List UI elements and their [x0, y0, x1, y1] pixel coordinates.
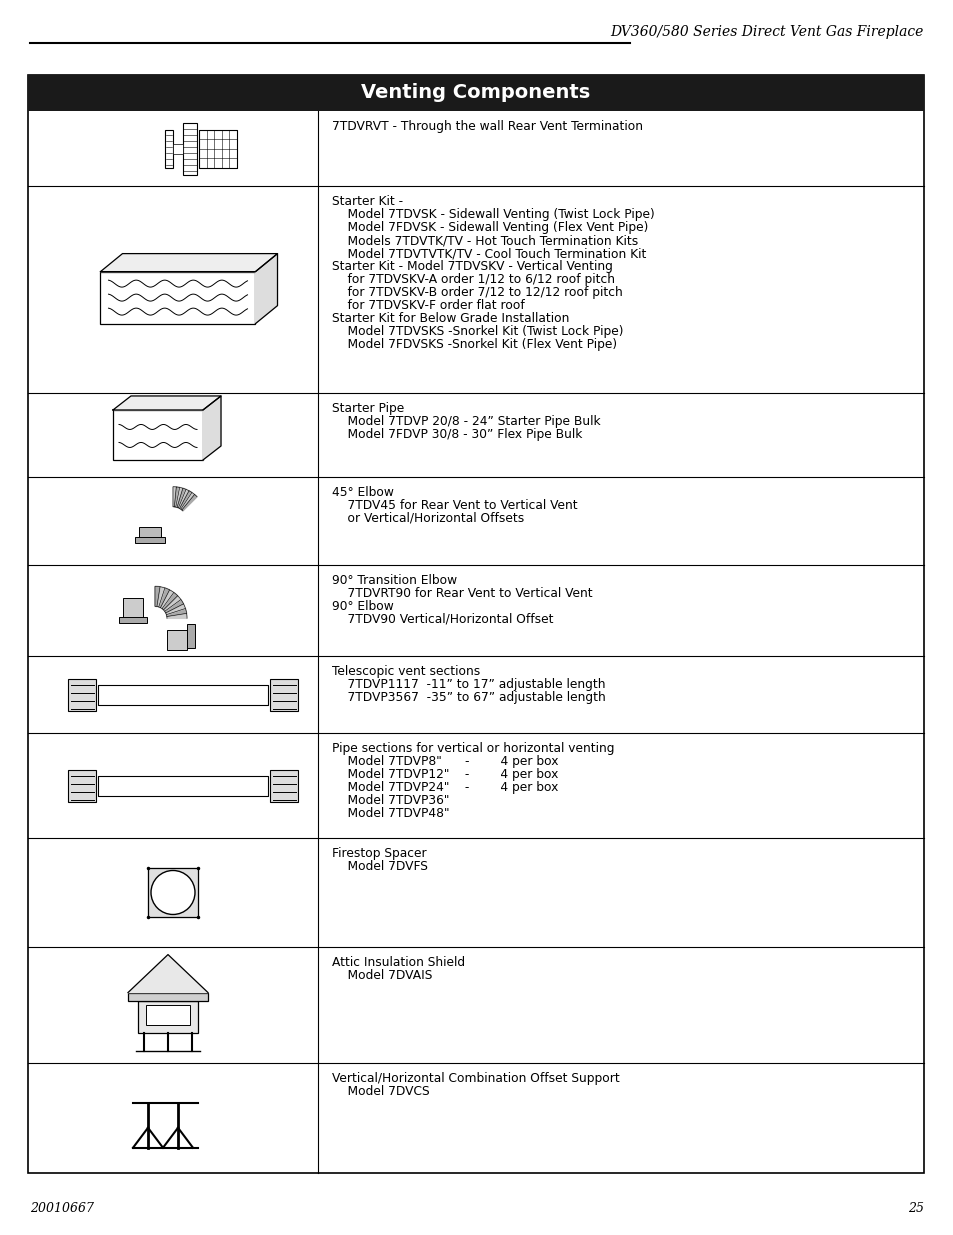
- Bar: [100, 272, 255, 324]
- Text: Attic Insulation Shield: Attic Insulation Shield: [332, 956, 465, 968]
- Text: Model 7DVAIS: Model 7DVAIS: [332, 968, 432, 982]
- Text: 7TDVRT90 for Rear Vent to Vertical Vent: 7TDVRT90 for Rear Vent to Vertical Vent: [332, 587, 592, 600]
- Polygon shape: [174, 487, 179, 508]
- Text: or Vertical/Horizontal Offsets: or Vertical/Horizontal Offsets: [332, 511, 524, 525]
- Polygon shape: [156, 587, 165, 606]
- Text: 45° Elbow: 45° Elbow: [332, 485, 394, 499]
- Text: 90° Elbow: 90° Elbow: [332, 600, 394, 613]
- Bar: [183, 122, 196, 174]
- Circle shape: [151, 871, 194, 914]
- Polygon shape: [255, 253, 277, 324]
- Polygon shape: [162, 593, 177, 610]
- Bar: [270, 678, 297, 710]
- Text: Telescopic vent sections: Telescopic vent sections: [332, 664, 479, 678]
- Polygon shape: [112, 396, 221, 410]
- Text: Model 7DVFS: Model 7DVFS: [332, 861, 428, 873]
- Text: 7TDV90 Vertical/Horizontal Offset: 7TDV90 Vertical/Horizontal Offset: [332, 613, 553, 626]
- Text: 7TDVP3567  -35” to 67” adjustable length: 7TDVP3567 -35” to 67” adjustable length: [332, 690, 605, 704]
- Text: Pipe sections for vertical or horizontal venting: Pipe sections for vertical or horizontal…: [332, 742, 614, 755]
- Bar: [199, 130, 236, 168]
- Text: Models 7TDVTK/TV - Hot Touch Termination Kits: Models 7TDVTK/TV - Hot Touch Termination…: [332, 235, 638, 247]
- Polygon shape: [148, 868, 197, 918]
- Text: Starter Kit -: Starter Kit -: [332, 195, 403, 207]
- Bar: [172, 143, 183, 153]
- Polygon shape: [203, 396, 221, 459]
- Text: Model 7TDVP 20/8 - 24” Starter Pipe Bulk: Model 7TDVP 20/8 - 24” Starter Pipe Bulk: [332, 415, 600, 429]
- Text: 90° Transition Elbow: 90° Transition Elbow: [332, 574, 456, 587]
- Text: DV360/580 Series Direct Vent Gas Fireplace: DV360/580 Series Direct Vent Gas Firepla…: [610, 25, 923, 40]
- Text: Model 7FDVSKS -Snorkel Kit (Flex Vent Pipe): Model 7FDVSKS -Snorkel Kit (Flex Vent Pi…: [332, 338, 617, 351]
- Polygon shape: [178, 489, 189, 509]
- Text: Model 7TDVTVTK/TV - Cool Touch Termination Kit: Model 7TDVTVTK/TV - Cool Touch Terminati…: [332, 247, 646, 261]
- Polygon shape: [172, 487, 176, 506]
- Bar: [139, 527, 161, 538]
- Text: Model 7TDVSKS -Snorkel Kit (Twist Lock Pipe): Model 7TDVSKS -Snorkel Kit (Twist Lock P…: [332, 325, 623, 338]
- Polygon shape: [182, 494, 197, 511]
- Bar: [187, 625, 194, 648]
- Text: Vertical/Horizontal Combination Offset Support: Vertical/Horizontal Combination Offset S…: [332, 1072, 619, 1084]
- Text: for 7TDVSKV-A order 1/12 to 6/12 roof pitch: for 7TDVSKV-A order 1/12 to 6/12 roof pi…: [332, 273, 615, 287]
- Bar: [167, 630, 187, 651]
- Text: 7TDVP1117  -11” to 17” adjustable length: 7TDVP1117 -11” to 17” adjustable length: [332, 678, 605, 690]
- Bar: [28, 75, 923, 111]
- Bar: [138, 1000, 198, 1032]
- Polygon shape: [179, 490, 192, 509]
- Polygon shape: [165, 599, 183, 613]
- Polygon shape: [128, 955, 208, 993]
- Bar: [270, 769, 297, 802]
- Text: Model 7TDVP24"    -        4 per box: Model 7TDVP24" - 4 per box: [332, 782, 558, 794]
- Bar: [146, 1004, 190, 1025]
- Bar: [98, 684, 268, 704]
- Text: 20010667: 20010667: [30, 1202, 94, 1215]
- Text: Model 7DVCS: Model 7DVCS: [332, 1084, 429, 1098]
- Bar: [135, 537, 165, 542]
- Polygon shape: [175, 488, 183, 508]
- Polygon shape: [180, 493, 194, 510]
- Text: 25: 25: [907, 1202, 923, 1215]
- Polygon shape: [166, 604, 185, 615]
- Text: Starter Kit for Below Grade Installation: Starter Kit for Below Grade Installation: [332, 312, 569, 325]
- Text: Model 7FDVSK - Sidewall Venting (Flex Vent Pipe): Model 7FDVSK - Sidewall Venting (Flex Ve…: [332, 221, 648, 235]
- Text: Venting Components: Venting Components: [361, 84, 590, 103]
- Text: Starter Kit - Model 7TDVSKV - Vertical Venting: Starter Kit - Model 7TDVSKV - Vertical V…: [332, 261, 612, 273]
- Text: for 7TDVSKV-F order flat roof: for 7TDVSKV-F order flat roof: [332, 299, 524, 312]
- Polygon shape: [167, 614, 187, 619]
- Text: for 7TDVSKV-B order 7/12 to 12/12 roof pitch: for 7TDVSKV-B order 7/12 to 12/12 roof p…: [332, 287, 622, 299]
- Polygon shape: [100, 253, 277, 272]
- Text: Model 7TDVP36": Model 7TDVP36": [332, 794, 449, 808]
- Text: 7TDVRVT - Through the wall Rear Vent Termination: 7TDVRVT - Through the wall Rear Vent Ter…: [332, 120, 642, 133]
- Polygon shape: [163, 595, 181, 611]
- Bar: [68, 769, 96, 802]
- Text: Model 7TDVSK - Sidewall Venting (Twist Lock Pipe): Model 7TDVSK - Sidewall Venting (Twist L…: [332, 207, 654, 221]
- Bar: [112, 410, 203, 459]
- Bar: [68, 678, 96, 710]
- Text: Starter Pipe: Starter Pipe: [332, 403, 404, 415]
- Text: Model 7FDVP 30/8 - 30” Flex Pipe Bulk: Model 7FDVP 30/8 - 30” Flex Pipe Bulk: [332, 429, 581, 441]
- Text: Model 7TDVP12"    -        4 per box: Model 7TDVP12" - 4 per box: [332, 768, 558, 782]
- Text: Model 7TDVP8"      -        4 per box: Model 7TDVP8" - 4 per box: [332, 755, 558, 768]
- Text: 7TDV45 for Rear Vent to Vertical Vent: 7TDV45 for Rear Vent to Vertical Vent: [332, 499, 577, 511]
- Text: Firestop Spacer: Firestop Spacer: [332, 847, 426, 861]
- Polygon shape: [166, 609, 187, 616]
- Bar: [98, 776, 268, 795]
- Bar: [123, 598, 143, 619]
- Bar: [119, 618, 147, 624]
- Bar: [128, 993, 208, 1000]
- Polygon shape: [158, 588, 170, 608]
- Polygon shape: [160, 590, 173, 609]
- Polygon shape: [154, 587, 160, 606]
- Text: Model 7TDVP48": Model 7TDVP48": [332, 808, 449, 820]
- Polygon shape: [177, 488, 186, 508]
- Bar: [28, 75, 923, 1173]
- Bar: [165, 130, 172, 168]
